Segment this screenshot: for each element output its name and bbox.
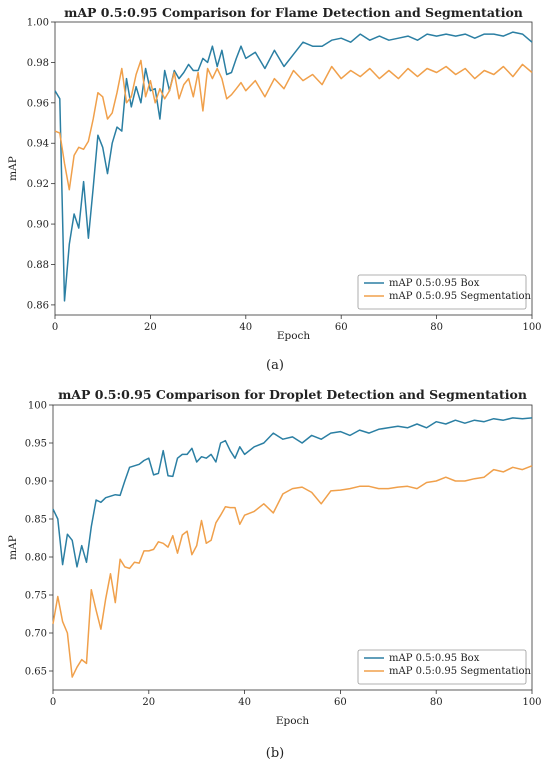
y-tick-label: 1.00 — [27, 18, 49, 29]
series-line-segmentation — [54, 59, 533, 191]
x-tick-label: 100 — [522, 322, 541, 333]
x-tick-label: 80 — [430, 697, 443, 708]
y-tick-label: 0.86 — [27, 300, 49, 311]
y-tick-label: 0.90 — [27, 220, 49, 231]
x-tick-label: 20 — [142, 697, 155, 708]
legend-box — [357, 274, 527, 310]
y-tick-label: 0.98 — [27, 58, 49, 69]
x-axis-label: Epoch — [277, 330, 311, 342]
x-tick-label: 60 — [334, 697, 347, 708]
y-tick-label: 0.94 — [27, 139, 49, 150]
y-tick-label: 0.85 — [25, 515, 47, 526]
y-tick-label: 0.90 — [25, 477, 47, 488]
plot-frame — [52, 404, 533, 691]
y-tick-label: 0.92 — [27, 179, 49, 190]
legend-label: mAP 0.5:0.95 Box — [389, 653, 480, 664]
y-tick-label: 0.70 — [25, 629, 47, 640]
x-axis-label: Epoch — [276, 715, 310, 727]
x-tick-label: 40 — [238, 697, 251, 708]
chart-a: mAP 0.5:0.95 Comparison for Flame Detect… — [7, 5, 542, 373]
y-tick-label: 0.65 — [25, 667, 47, 678]
chart-title: mAP 0.5:0.95 Comparison for Flame Detect… — [64, 5, 523, 20]
y-tick-label: 0.80 — [25, 553, 47, 564]
x-tick-label: 40 — [239, 322, 252, 333]
panel-label: (b) — [266, 746, 284, 761]
series-line-segmentation — [52, 465, 533, 678]
x-tick-label: 0 — [50, 697, 56, 708]
chart-title: mAP 0.5:0.95 Comparison for Droplet Dete… — [58, 387, 527, 402]
x-tick-label: 100 — [522, 697, 541, 708]
x-tick-label: 80 — [430, 322, 443, 333]
y-tick-label: 0.88 — [27, 260, 49, 271]
legend-box — [357, 649, 527, 685]
chart-b: mAP 0.5:0.95 Comparison for Droplet Dete… — [7, 387, 542, 761]
y-tick-label: 0.95 — [25, 439, 47, 450]
x-tick-label: 0 — [52, 322, 58, 333]
y-tick-label: 0.75 — [25, 591, 47, 602]
x-tick-label: 60 — [335, 322, 348, 333]
legend-label: mAP 0.5:0.95 Segmentation — [389, 291, 532, 302]
x-tick-label: 20 — [144, 322, 157, 333]
series-line-box — [54, 31, 533, 302]
y-axis-label: mAP — [7, 156, 19, 181]
panel-label: (a) — [266, 358, 284, 373]
series-line-box — [52, 417, 533, 568]
y-tick-label: 100 — [28, 401, 47, 412]
y-axis-label: mAP — [7, 535, 19, 560]
plot-frame — [54, 21, 533, 316]
legend-label: mAP 0.5:0.95 Segmentation — [389, 666, 532, 677]
y-tick-label: 0.96 — [27, 98, 49, 109]
legend-label: mAP 0.5:0.95 Box — [389, 278, 480, 289]
